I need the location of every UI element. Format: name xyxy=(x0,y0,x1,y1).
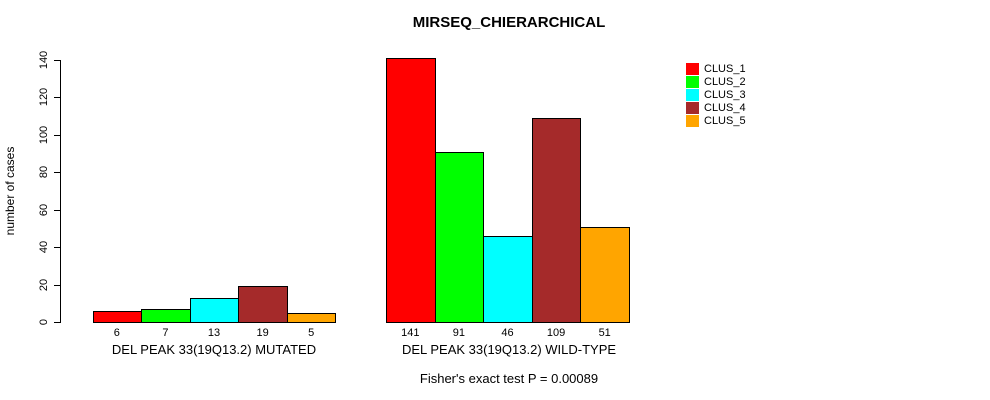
legend-label: CLUS_2 xyxy=(704,75,746,88)
y-axis-tick xyxy=(54,247,60,249)
bar-value-label: 5 xyxy=(308,327,315,339)
chart-title: MIRSEQ_CHIERARCHICAL xyxy=(412,14,606,31)
legend-row: CLUS_2 xyxy=(686,75,746,88)
legend-row: CLUS_5 xyxy=(686,115,746,128)
group-label-mutated: DEL PEAK 33(19Q13.2) MUTATED xyxy=(111,342,317,357)
bar-clus_3 xyxy=(189,298,240,323)
y-axis-tick xyxy=(54,322,60,323)
bar-value-label: 109 xyxy=(546,327,566,339)
bar-clus_1 xyxy=(386,58,436,323)
group-label-wildtype: DEL PEAK 33(19Q13.2) WILD-TYPE xyxy=(401,342,617,357)
y-axis-tick-label: 60 xyxy=(38,203,50,216)
legend-label: CLUS_5 xyxy=(704,115,746,128)
y-axis-tick xyxy=(54,284,60,286)
bar-clus_3 xyxy=(483,236,533,323)
bar-clus_5 xyxy=(580,227,630,323)
y-axis-tick-label: 140 xyxy=(38,50,50,70)
legend: CLUS_1 CLUS_2 CLUS_3 CLUS_4 CLUS_5 xyxy=(686,62,746,128)
y-axis-tick-label: 20 xyxy=(38,278,50,291)
y-axis-tick xyxy=(54,134,60,136)
bar-value-label: 13 xyxy=(207,327,221,339)
y-axis-tick xyxy=(54,97,60,99)
legend-row: CLUS_3 xyxy=(686,88,746,101)
bar-value-label: 7 xyxy=(162,327,169,339)
y-axis-tick-label: 120 xyxy=(38,88,50,107)
bar-value-label: 19 xyxy=(256,327,269,339)
y-axis-line xyxy=(60,60,61,323)
legend-label: CLUS_4 xyxy=(704,102,746,115)
bar-clus_5 xyxy=(286,313,337,323)
legend-label: CLUS_3 xyxy=(704,88,746,101)
y-axis-tick-label: 100 xyxy=(38,125,50,145)
legend-row: CLUS_1 xyxy=(686,62,746,75)
bar-clus_2 xyxy=(141,309,191,323)
fisher-test-annotation: Fisher's exact test P = 0.00089 xyxy=(419,371,599,386)
bar-value-label: 51 xyxy=(598,327,611,339)
y-axis-label: number of cases xyxy=(3,146,17,236)
bar-clus_4 xyxy=(531,118,582,323)
bar-clus_2 xyxy=(434,152,485,323)
legend-swatch-icon xyxy=(686,102,699,115)
legend-swatch-icon xyxy=(686,115,699,128)
bar-clus_1 xyxy=(92,311,143,323)
bar-value-label: 141 xyxy=(401,327,420,339)
y-axis-tick-label: 40 xyxy=(38,241,50,254)
y-axis-tick-label: 0 xyxy=(38,318,50,326)
y-axis-tick xyxy=(54,60,60,61)
bar-value-label: 46 xyxy=(501,327,514,339)
legend-swatch-icon xyxy=(686,75,699,88)
bar-value-label: 91 xyxy=(452,327,466,339)
bar-clus_4 xyxy=(238,286,288,323)
y-axis-tick xyxy=(54,209,60,211)
y-axis-tick xyxy=(54,172,60,174)
legend-row: CLUS_4 xyxy=(686,102,746,115)
y-axis-tick-label: 80 xyxy=(38,166,50,179)
bar-value-label: 6 xyxy=(113,327,120,339)
legend-label: CLUS_1 xyxy=(704,62,746,75)
legend-swatch-icon xyxy=(686,62,699,75)
legend-swatch-icon xyxy=(686,88,699,101)
